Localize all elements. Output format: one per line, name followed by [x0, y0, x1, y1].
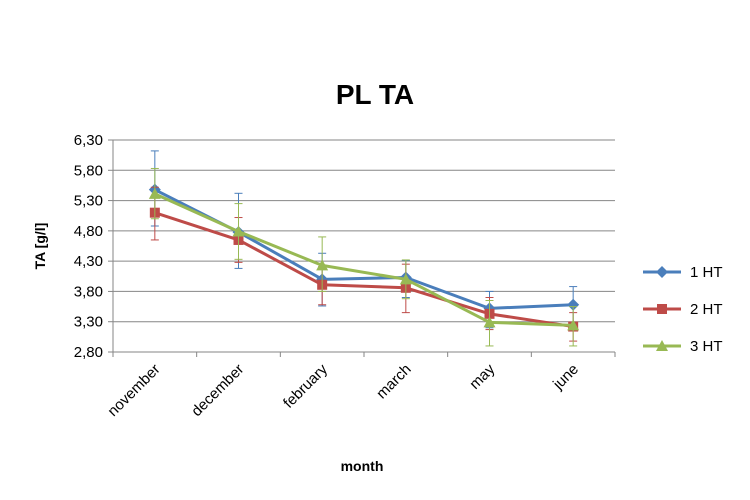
series-2: [149, 186, 579, 342]
x-tick-label: march: [373, 361, 414, 402]
y-tick-label: 4,30: [74, 253, 103, 270]
series-group: [148, 150, 580, 347]
x-tick-label: may: [466, 360, 498, 392]
series-line: [154, 188, 574, 310]
y-tick-label: 5,30: [74, 193, 103, 210]
data-point: [656, 340, 668, 351]
data-point: [567, 298, 580, 311]
axes: [108, 139, 616, 357]
x-tick-labels: november december february march may june: [104, 360, 582, 420]
x-tick-label: february: [280, 360, 331, 411]
legend-item: 2 HT: [643, 301, 723, 318]
series-line: [154, 192, 574, 327]
y-tick-label: 5,80: [74, 162, 103, 179]
series-1: [148, 150, 580, 329]
legend-item: 3 HT: [643, 338, 723, 355]
legend: 1 HT 2 HT 3 HT: [643, 264, 723, 355]
data-point: [567, 319, 580, 331]
y-tick-label: 6,30: [74, 132, 103, 149]
y-tick-label: 4,80: [74, 223, 103, 240]
y-axis-label: TA [g/l]: [32, 223, 48, 270]
x-axis-label: month: [341, 458, 384, 474]
data-point: [316, 259, 329, 271]
y-tick-label: 3,80: [74, 283, 103, 300]
data-point: [656, 266, 668, 278]
series-line: [154, 211, 574, 329]
chart-title: PL TA: [336, 79, 414, 110]
legend-label: 2 HT: [690, 301, 723, 318]
data-point: [657, 304, 667, 314]
legend-label: 3 HT: [690, 338, 723, 355]
data-point: [148, 187, 161, 199]
legend-item: 1 HT: [643, 264, 723, 281]
x-tick-label: december: [188, 361, 247, 420]
legend-label: 1 HT: [690, 264, 723, 281]
gridlines: [113, 139, 615, 323]
y-tick-label: 2,80: [74, 344, 103, 361]
data-point: [399, 273, 412, 285]
series-3: [148, 167, 580, 347]
x-tick-label: november: [104, 361, 163, 420]
y-tick-label: 3,30: [74, 314, 103, 331]
data-point: [483, 316, 496, 328]
data-point: [232, 225, 245, 237]
x-tick-label: june: [549, 361, 582, 394]
y-tick-labels: 2,80 3,30 3,80 4,30 4,80 5,30 5,80 6,30: [74, 132, 103, 361]
